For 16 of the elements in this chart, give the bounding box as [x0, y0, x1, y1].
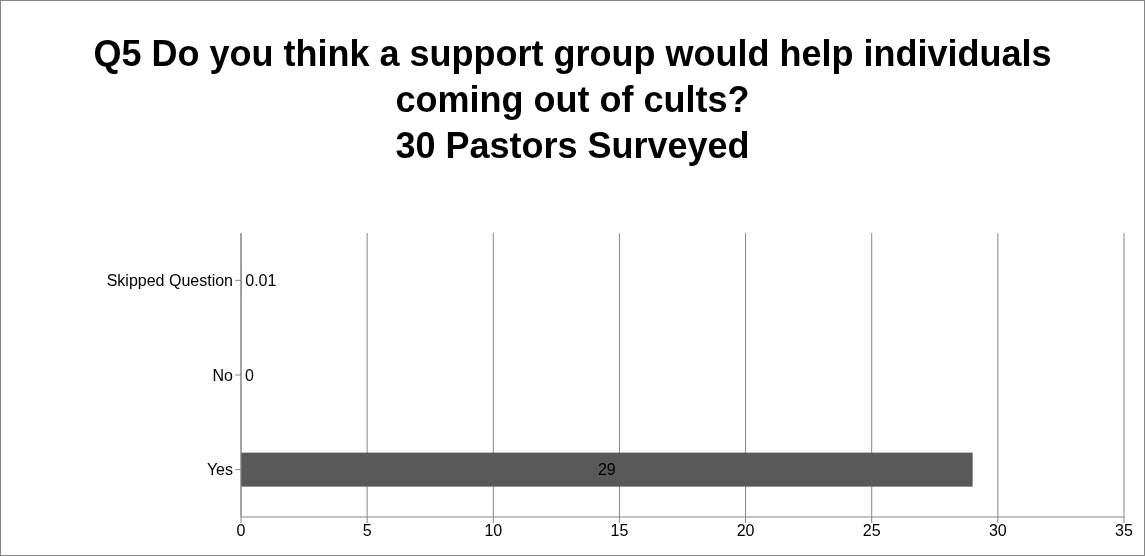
data-label: 0.01	[245, 271, 277, 289]
y-tick-label: Skipped Question	[106, 272, 233, 290]
data-label: 29	[597, 461, 616, 479]
chart-title: Q5 Do you think a support group would help individuals coming out of cults?	[92, 32, 1053, 122]
x-tick-label: 10	[484, 522, 503, 540]
x-tick-label: 25	[862, 522, 881, 540]
x-tick-label: 30	[988, 522, 1007, 540]
data-label: 0	[245, 366, 254, 384]
x-tick-label: 0	[236, 522, 246, 540]
chart-subtitle: 30 Pastors Surveyed	[394, 124, 751, 168]
y-tick-label: No	[212, 366, 234, 384]
y-tick-label: Yes	[206, 461, 233, 479]
x-tick-label: 15	[610, 522, 629, 540]
x-tick-label: 35	[1115, 522, 1133, 540]
x-tick-label: 5	[362, 522, 372, 540]
x-tick-label: 20	[736, 522, 755, 540]
